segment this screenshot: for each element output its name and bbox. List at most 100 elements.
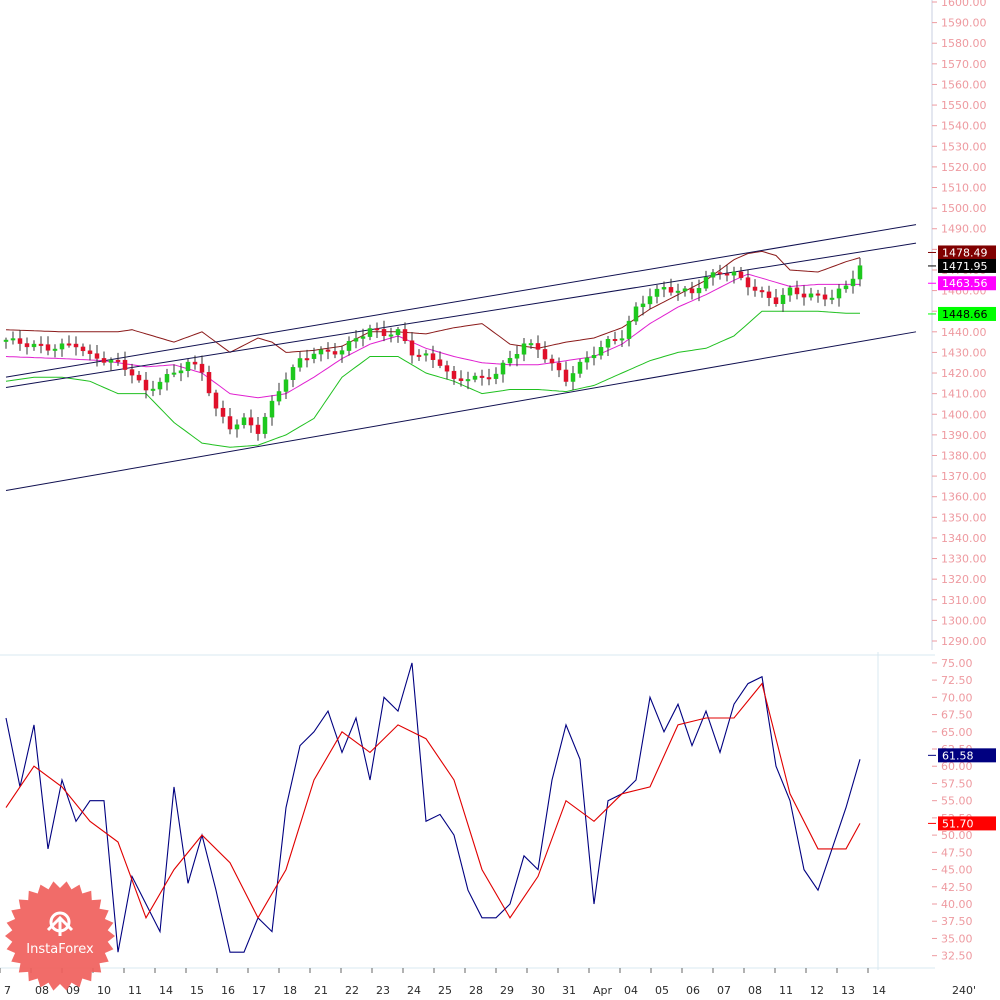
candle-body xyxy=(360,336,366,339)
candle-body xyxy=(584,357,590,363)
price-tick-label: 1500.00 xyxy=(941,202,987,215)
oscillator-tick-label: 65.00 xyxy=(941,726,973,739)
time-tick-label: 31 xyxy=(562,984,576,997)
time-tick-label: 16 xyxy=(221,984,235,997)
oscillator-tick-label: 42.50 xyxy=(941,881,973,894)
candle-body xyxy=(528,343,534,346)
candle-body xyxy=(675,290,681,293)
candle-body xyxy=(654,288,660,297)
oscillator-tag-label: 51.70 xyxy=(942,817,974,830)
time-tick-label: 15 xyxy=(190,984,204,997)
channel-line xyxy=(5,224,917,378)
time-tick-label: 21 xyxy=(314,984,328,997)
price-tick-label: 1370.00 xyxy=(941,470,987,483)
candle-body xyxy=(633,306,639,322)
candle-body xyxy=(640,303,646,308)
candle-body xyxy=(241,417,247,426)
candle-body xyxy=(108,359,114,363)
candle-body xyxy=(661,287,667,290)
candle-body xyxy=(731,271,737,276)
candle-body xyxy=(493,373,499,379)
candle-body xyxy=(738,271,744,278)
candle-body xyxy=(591,355,597,359)
oscillator-tick-label: 72.50 xyxy=(941,674,973,687)
candle-body xyxy=(598,347,604,356)
candle-body xyxy=(535,343,541,350)
candle-body xyxy=(696,287,702,294)
candle-body xyxy=(766,291,772,298)
candle-body xyxy=(171,372,177,375)
time-tick-label: 29 xyxy=(500,984,514,997)
candle-body xyxy=(801,293,807,298)
candle-body xyxy=(164,374,170,383)
candle-body xyxy=(276,391,282,402)
time-tick-label: 14 xyxy=(872,984,886,997)
candle-body xyxy=(353,338,359,342)
candle-body xyxy=(402,329,408,342)
price-tick-label: 1590.00 xyxy=(941,17,987,30)
oscillator-signal-line xyxy=(5,682,861,920)
candle-body xyxy=(269,400,275,418)
candle-body xyxy=(479,375,485,378)
time-tick-label: 23 xyxy=(376,984,390,997)
price-tick-label: 1390.00 xyxy=(941,429,987,442)
oscillator-tick-label: 50.00 xyxy=(941,829,973,842)
time-tick-label: 11 xyxy=(128,984,142,997)
candle-body xyxy=(703,276,709,289)
candle-body xyxy=(213,392,219,409)
logo-badge-icon xyxy=(5,881,115,991)
channel-line xyxy=(5,242,917,388)
candle-body xyxy=(850,278,856,287)
candle-body xyxy=(486,377,492,380)
candle-body xyxy=(682,288,688,292)
candle-body xyxy=(115,359,121,362)
candle-body xyxy=(710,272,716,278)
time-tick-label: 28 xyxy=(469,984,483,997)
candle-body xyxy=(423,353,429,356)
logo-emblem-icon xyxy=(46,911,74,936)
candle-body xyxy=(255,424,261,434)
price-tick-label: 1310.00 xyxy=(941,594,987,607)
candle-body xyxy=(283,379,289,392)
candle-body xyxy=(668,287,674,293)
candle-body xyxy=(311,353,317,359)
candle-body xyxy=(787,287,793,296)
candle-body xyxy=(612,338,618,341)
candle-body xyxy=(605,338,611,348)
candle-body xyxy=(388,334,394,337)
candle-body xyxy=(206,372,212,394)
candle-body xyxy=(17,338,23,344)
price-tick-label: 1430.00 xyxy=(941,346,987,359)
timeframe-label: 240' xyxy=(952,984,976,997)
candle-body xyxy=(857,265,863,280)
price-tick-label: 1520.00 xyxy=(941,161,987,174)
price-tag-label: 1448.66 xyxy=(942,308,988,321)
oscillator-main-line xyxy=(5,662,861,953)
candle-body xyxy=(192,361,198,365)
candle-body xyxy=(262,416,268,434)
price-tick-label: 1490.00 xyxy=(941,223,987,236)
candle-body xyxy=(717,272,723,275)
candle-body xyxy=(514,354,520,359)
price-tag-label: 1478.49 xyxy=(942,246,988,259)
price-tick-label: 1580.00 xyxy=(941,37,987,50)
oscillator-tag-box xyxy=(938,816,996,831)
candle-body xyxy=(829,297,835,300)
price-tick-label: 1570.00 xyxy=(941,58,987,71)
candle-body xyxy=(227,416,233,430)
candle-body xyxy=(290,367,296,380)
time-tick-label: 12 xyxy=(810,984,824,997)
candle-body xyxy=(297,358,303,368)
candle-body xyxy=(416,354,422,357)
candle-body xyxy=(556,362,562,371)
price-tag-label: 1471.95 xyxy=(942,260,988,273)
candle-body xyxy=(3,339,9,342)
candle-body xyxy=(45,344,51,351)
candle-body xyxy=(136,374,142,381)
time-tick-label: 04 xyxy=(624,984,638,997)
candle-body xyxy=(409,340,415,356)
price-tick-label: 1300.00 xyxy=(941,614,987,627)
time-tick-label: 05 xyxy=(655,984,669,997)
candle-body xyxy=(724,273,730,276)
